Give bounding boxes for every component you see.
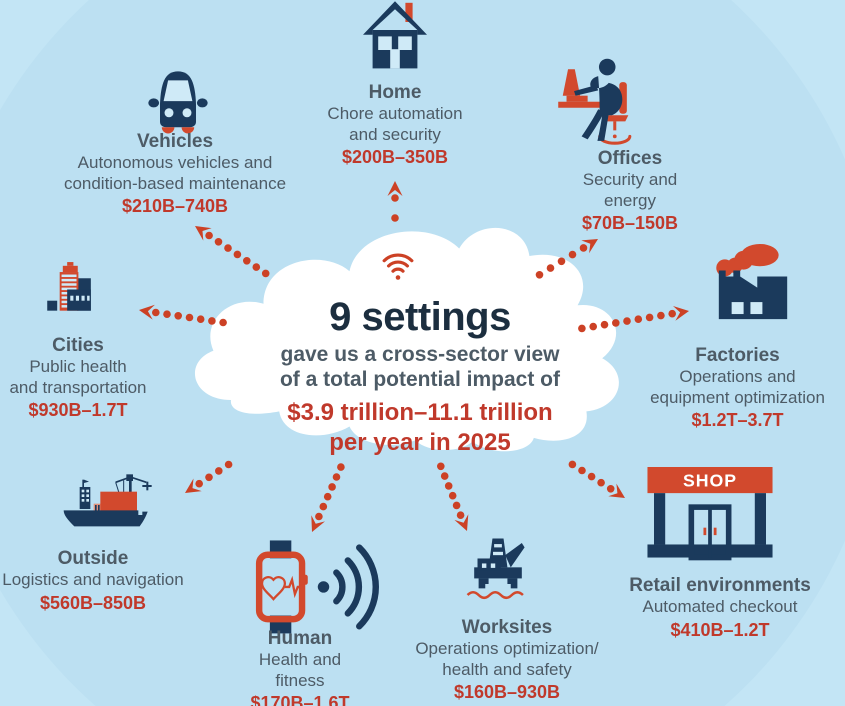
svg-text:SHOP: SHOP: [683, 471, 737, 491]
